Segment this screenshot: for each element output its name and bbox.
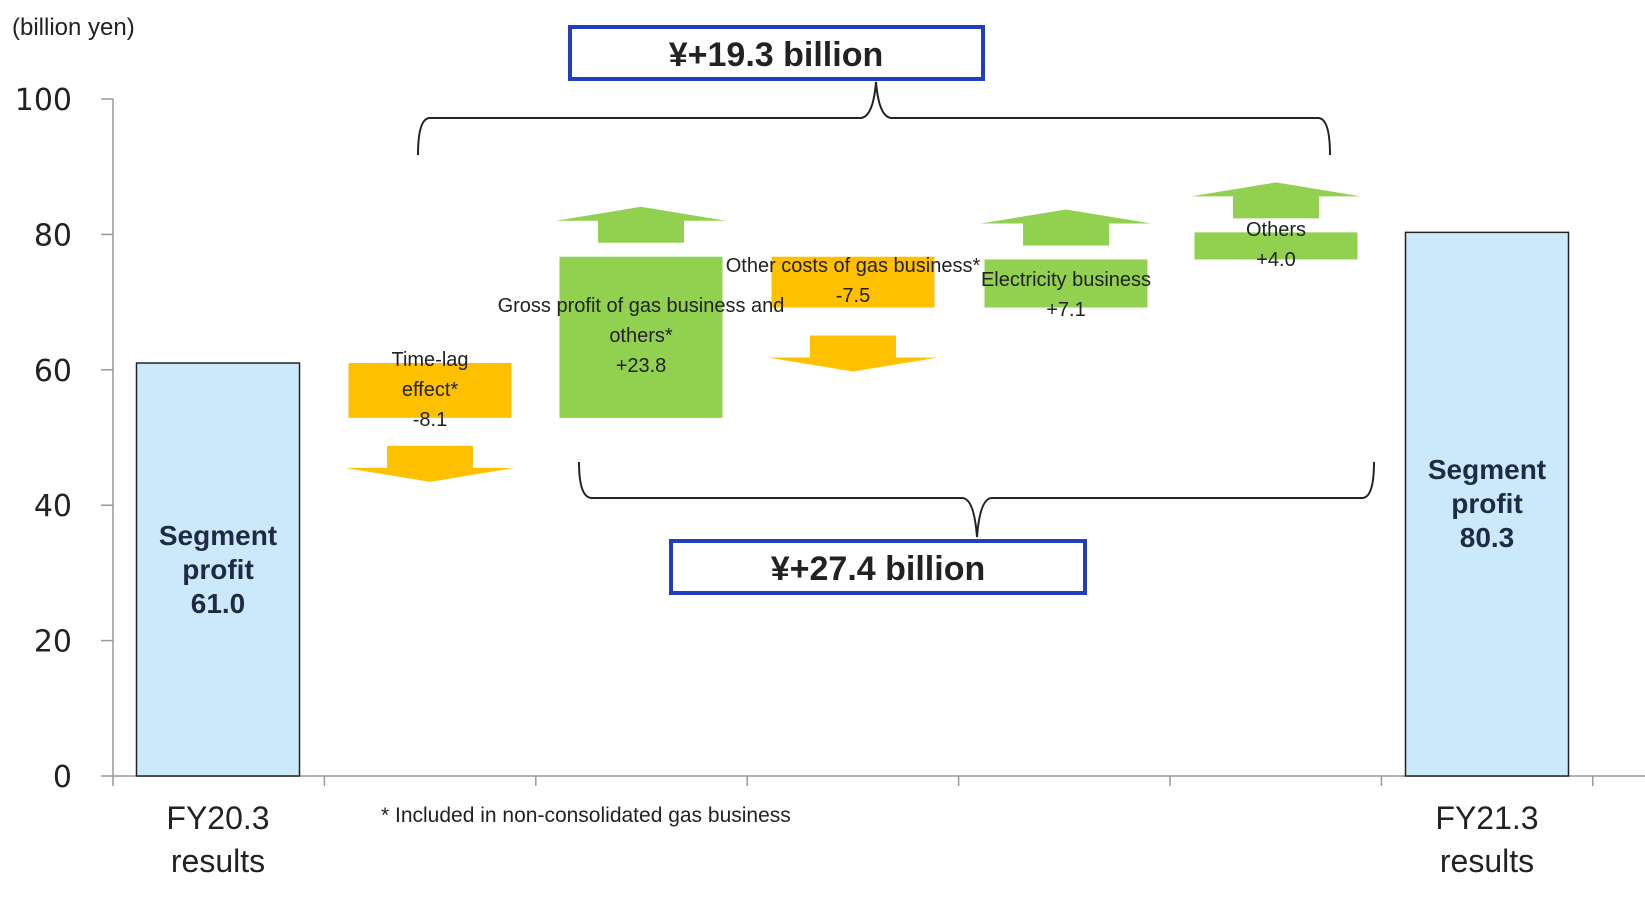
category-label: results bbox=[171, 843, 265, 879]
bar-6 bbox=[1404, 231, 1570, 777]
bar-3 bbox=[771, 256, 935, 308]
bar-label-line: Gross profit of gas business and bbox=[498, 295, 785, 317]
bar-0 bbox=[135, 362, 301, 777]
bar-label-line: effect* bbox=[402, 379, 459, 401]
up-arrow-5 bbox=[1191, 182, 1361, 219]
bar-label-line: +23.8 bbox=[616, 355, 667, 377]
down-arrow-1 bbox=[345, 445, 515, 482]
braces bbox=[417, 81, 1375, 538]
bar-label-line: 61.0 bbox=[191, 588, 246, 619]
bar-5 bbox=[1194, 232, 1358, 260]
bar-label-line: others* bbox=[609, 325, 673, 347]
bottom-brace bbox=[578, 461, 1375, 538]
footnote: * Included in non-consolidated gas busin… bbox=[381, 804, 791, 827]
bar-label-line: Segment bbox=[1428, 454, 1546, 485]
top-summary-box bbox=[568, 25, 985, 81]
bar-label-line: Other costs of gas business* bbox=[726, 255, 981, 277]
bar-label-line: Segment bbox=[159, 520, 277, 551]
summary-boxes: ¥+19.3 billion ¥+27.4 billion bbox=[568, 25, 1087, 595]
up-arrow-4 bbox=[981, 209, 1151, 246]
y-tick-label: 100 bbox=[15, 83, 72, 118]
category-label: FY20.3 bbox=[166, 800, 269, 836]
bar-label-line: 80.3 bbox=[1460, 522, 1515, 553]
category-label: FY21.3 bbox=[1435, 800, 1538, 836]
up-arrow-2 bbox=[556, 206, 726, 243]
y-tick-label: 80 bbox=[34, 218, 72, 253]
bar-labels: Segmentprofit61.0Time-lageffect*-8.1Gros… bbox=[159, 219, 1546, 879]
arrows bbox=[345, 182, 1361, 482]
bar-label-line: +7.1 bbox=[1046, 299, 1085, 321]
y-tick-label: 0 bbox=[53, 760, 72, 795]
bar-label-line: profit bbox=[182, 554, 254, 585]
top-summary-text: ¥+19.3 billion bbox=[669, 36, 883, 74]
bar-label-line: -7.5 bbox=[836, 285, 870, 307]
bar-label-line: +4.0 bbox=[1256, 249, 1295, 271]
y-tick-label: 20 bbox=[34, 625, 72, 660]
bars bbox=[135, 231, 1570, 777]
bottom-summary-text: ¥+27.4 billion bbox=[771, 550, 985, 588]
bar-label-line: Time-lag bbox=[391, 349, 468, 371]
y-tick-label: 60 bbox=[34, 354, 72, 389]
bar-label-line: profit bbox=[1451, 488, 1523, 519]
bar-label-line: Electricity business bbox=[981, 269, 1151, 291]
bar-2 bbox=[559, 256, 723, 418]
y-axis-ticks: 0 20 40 60 80 100 bbox=[15, 83, 1645, 795]
y-tick-label: 40 bbox=[34, 489, 72, 524]
bottom-summary-box bbox=[669, 539, 1087, 595]
top-brace bbox=[417, 81, 1331, 156]
bar-label-line: Others bbox=[1246, 219, 1306, 241]
category-label: results bbox=[1440, 843, 1534, 879]
unit-label: (billion yen) bbox=[12, 14, 135, 41]
down-arrow-3 bbox=[768, 335, 938, 372]
bar-1 bbox=[348, 363, 512, 418]
bar-label-line: -8.1 bbox=[413, 409, 447, 431]
bar-4 bbox=[984, 259, 1148, 308]
